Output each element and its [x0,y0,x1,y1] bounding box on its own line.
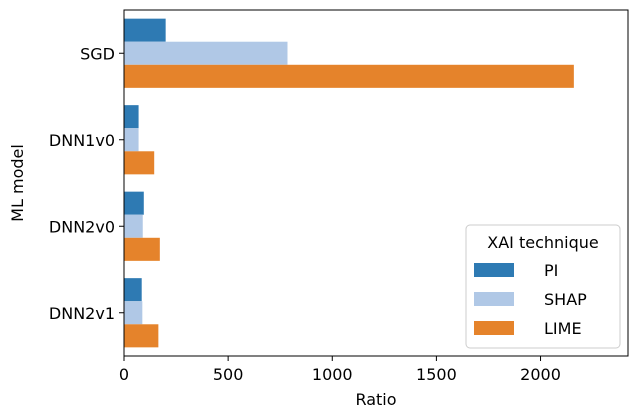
legend-box [465,224,621,349]
legend-label-pi: PI [544,261,558,280]
y-tick-label: DNN2v1 [49,304,115,323]
x-axis-ticks: 0 500 1000 1500 2000 [119,356,561,384]
bar-shap-dnn2v0 [124,214,143,238]
bars-group [124,18,574,348]
legend-swatch-shap [474,292,514,306]
y-axis-label: ML model [8,144,27,222]
x-tick-label: 2000 [520,365,561,384]
legend-swatch-pi [474,263,514,277]
bar-pi-dnn2v1 [124,278,142,302]
bar-lime-sgd [124,64,574,88]
legend-label-lime: LIME [544,319,582,338]
legend-swatch-lime [474,321,514,335]
y-axis-ticks: SGD DNN1v0 DNN2v0 DNN2v1 [49,44,124,323]
y-tick-label: DNN2v0 [49,217,115,236]
legend-items: PI SHAP LIME [474,261,587,338]
x-tick-label: 500 [213,365,244,384]
bar-pi-dnn2v0 [124,191,144,215]
bar-shap-sgd [124,41,288,65]
plot-frame [123,9,629,357]
bar-pi-sgd [124,18,166,42]
bar-shap-dnn2v1 [124,301,143,325]
legend-label-shap: SHAP [544,290,587,309]
bar-pi-dnn1v0 [124,105,139,129]
y-tick-label: SGD [80,44,115,63]
legend-title: XAI technique [487,233,599,252]
x-axis-label: Ratio [355,390,396,409]
x-tick-label: 1000 [312,365,353,384]
x-tick-label: 0 [119,365,129,384]
y-tick-label: DNN1v0 [49,131,115,150]
bar-lime-dnn1v0 [124,151,155,175]
legend: XAI technique PI SHAP LIME [465,224,621,349]
bar-shap-dnn1v0 [124,128,139,152]
bar-lime-dnn2v0 [124,237,160,261]
x-tick-label: 1500 [416,365,457,384]
bar-lime-dnn2v1 [124,324,159,348]
